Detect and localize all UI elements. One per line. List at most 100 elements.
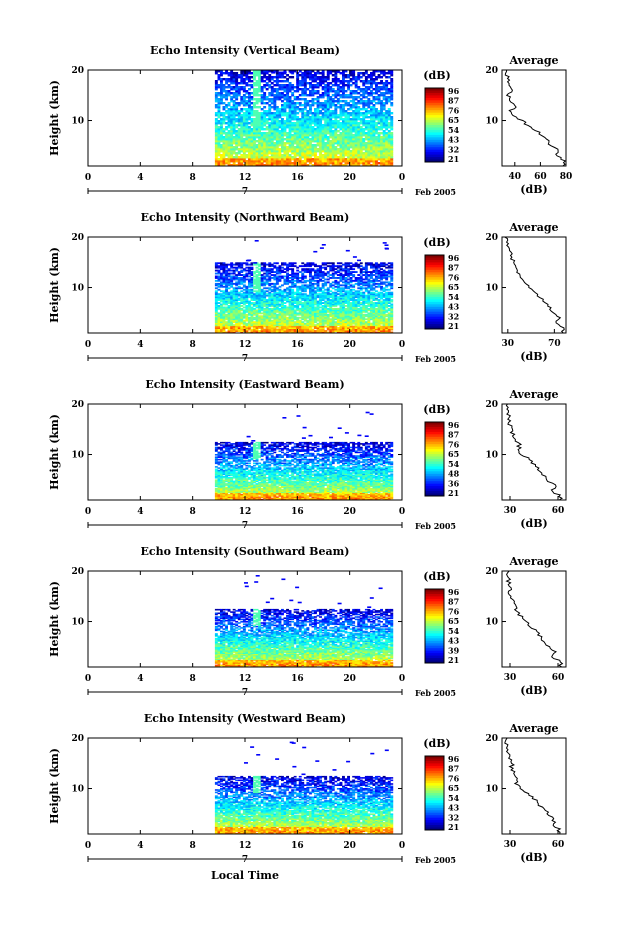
- heatmap-cell: [370, 154, 373, 157]
- heatmap-cell: [250, 128, 254, 131]
- heatmap-cell: [339, 162, 343, 165]
- heatmap-cell: [334, 110, 338, 113]
- heatmap-cell: [309, 110, 312, 113]
- heatmap-cell: [250, 124, 254, 127]
- heatmap-cell: [245, 116, 249, 119]
- heatmap-cell: [352, 146, 356, 149]
- heatmap-cell: [240, 136, 244, 139]
- heatmap-cell: [220, 293, 223, 296]
- heatmap-cell: [227, 142, 231, 145]
- heatmap-cell: [364, 126, 368, 129]
- heatmap-cell: [372, 74, 376, 77]
- heatmap-cell: [258, 80, 261, 83]
- heatmap-cell: [326, 116, 330, 119]
- heatmap-cell: [342, 293, 345, 296]
- heatmap-cell: [263, 120, 267, 123]
- heatmap-cell: [329, 100, 333, 103]
- heatmap-cell: [225, 86, 228, 89]
- heatmap-cell: [288, 84, 292, 87]
- heatmap-cell: [291, 164, 295, 167]
- heatmap-cell: [248, 160, 251, 163]
- heatmap-cell: [301, 152, 305, 155]
- heatmap-cell: [316, 110, 320, 113]
- heatmap-cell: [316, 293, 320, 296]
- heatmap-cell: [281, 136, 284, 139]
- heatmap-cell: [286, 291, 289, 294]
- heatmap-cell: [242, 116, 246, 119]
- heatmap-cell: [387, 70, 391, 73]
- heatmap-cell: [268, 108, 272, 111]
- heatmap-cell: [342, 140, 345, 143]
- heatmap-cell: [306, 74, 310, 77]
- heatmap-cell: [375, 114, 378, 117]
- heatmap-cell: [367, 94, 371, 97]
- heatmap-cell: [370, 140, 373, 143]
- heatmap-cell: [227, 164, 231, 167]
- heatmap-cell: [362, 118, 366, 121]
- heatmap-cell: [268, 74, 272, 77]
- heatmap-cell: [298, 144, 302, 147]
- heatmap-cell: [235, 98, 239, 101]
- heatmap-cell: [240, 164, 244, 167]
- heatmap-cell: [367, 130, 371, 133]
- heatmap-cell: [321, 138, 325, 141]
- heatmap-cell: [220, 100, 223, 103]
- heatmap-cell: [273, 104, 277, 107]
- heatmap-cell: [232, 324, 236, 327]
- heatmap-cell: [268, 114, 272, 117]
- heatmap-cell: [354, 130, 358, 133]
- heatmap-cell: [288, 116, 292, 119]
- heatmap-cell: [357, 118, 361, 121]
- heatmap-cell: [339, 150, 343, 153]
- heatmap-cell: [301, 88, 305, 91]
- heatmap-cell: [235, 76, 239, 79]
- heatmap-cell: [364, 136, 368, 139]
- heatmap-cell: [230, 132, 234, 135]
- heatmap-cell: [248, 266, 251, 269]
- heatmap-cell: [293, 262, 297, 265]
- heatmap-cell: [336, 138, 340, 141]
- heatmap-cell: [342, 90, 345, 93]
- heatmap-cell: [278, 152, 282, 155]
- heatmap-cell: [253, 76, 256, 79]
- heatmap-cell: [354, 92, 358, 95]
- heatmap-cell: [298, 118, 302, 121]
- heatmap-cell: [306, 110, 310, 113]
- heatmap-cell: [316, 156, 320, 159]
- heatmap-cell: [220, 112, 223, 115]
- heatmap-cell: [217, 104, 221, 107]
- heatmap-cell: [240, 72, 244, 75]
- heatmap-cell: [370, 86, 373, 89]
- heatmap-cell: [258, 164, 261, 167]
- heatmap-cell: [377, 88, 381, 91]
- heatmap-cell: [314, 306, 317, 309]
- heatmap-cell: [253, 94, 256, 97]
- heatmap-cell: [268, 76, 272, 79]
- heatmap-cell: [278, 150, 282, 153]
- heatmap-cell: [329, 110, 333, 113]
- heatmap-cell: [298, 80, 302, 83]
- heatmap-cell: [301, 160, 305, 163]
- heatmap-cell: [281, 130, 284, 133]
- heatmap-cell: [385, 90, 389, 93]
- heatmap-cell: [367, 134, 371, 137]
- heatmap-cell: [265, 128, 269, 131]
- heatmap-cell: [275, 287, 279, 290]
- heatmap-cell: [286, 116, 289, 119]
- heatmap-cell: [324, 114, 328, 117]
- heatmap-cell: [385, 76, 389, 79]
- heatmap-cell: [258, 154, 261, 157]
- heatmap-cell: [349, 80, 353, 83]
- heatmap-cell: [385, 102, 389, 105]
- heatmap-cell: [334, 124, 338, 127]
- heatmap-cell: [347, 86, 350, 89]
- heatmap-cell: [250, 98, 254, 101]
- heatmap-cell: [364, 150, 368, 153]
- heatmap-cell: [227, 150, 231, 153]
- heatmap-cell: [357, 108, 361, 111]
- heatmap-cell: [336, 296, 340, 299]
- heatmap-cell: [321, 164, 325, 167]
- heatmap-cell: [242, 154, 246, 157]
- heatmap-cell: [359, 134, 363, 137]
- heatmap-cell: [281, 84, 284, 87]
